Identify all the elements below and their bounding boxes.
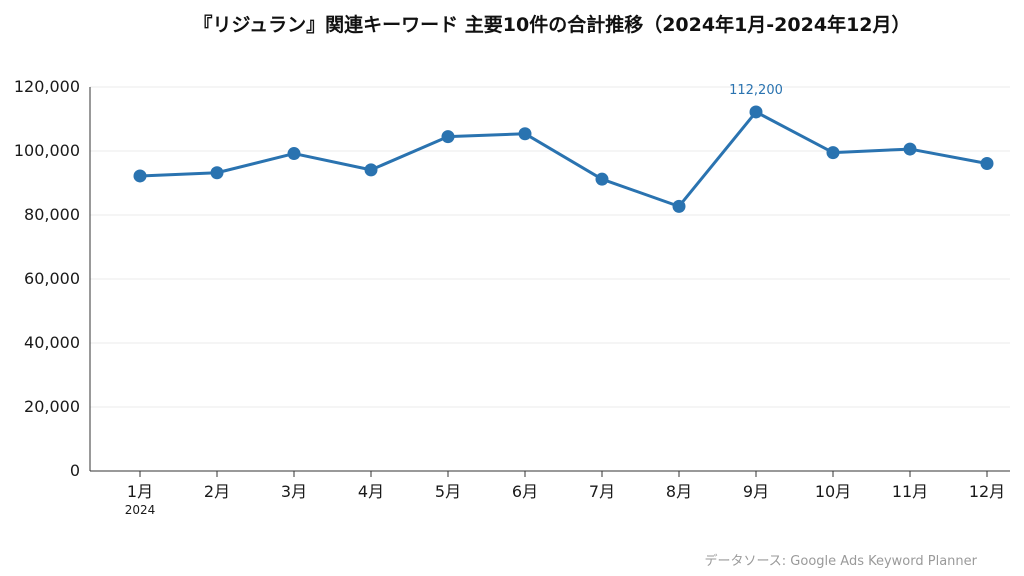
y-tick-label: 0 [70, 461, 80, 480]
x-tick-label: 8月 [666, 482, 692, 501]
data-point [133, 169, 147, 183]
data-point [749, 105, 763, 119]
x-tick-label: 6月 [512, 482, 538, 501]
data-label: 112,200 [729, 83, 783, 98]
data-point [287, 147, 301, 161]
y-tick-label: 120,000 [14, 77, 80, 96]
series-line [139, 110, 988, 208]
x-tick-label: 4月 [358, 482, 384, 501]
x-axis-year-label: 2024 [125, 503, 156, 517]
x-tick-label: 10月 [815, 482, 851, 501]
data-point [903, 142, 917, 156]
y-tick-label: 80,000 [24, 205, 80, 224]
y-tick-label: 20,000 [24, 397, 80, 416]
data-point [672, 199, 686, 213]
data-labels: 112,200 [729, 83, 783, 98]
data-point [980, 156, 994, 170]
data-point [518, 127, 532, 141]
series-total [133, 105, 994, 213]
data-point [826, 146, 840, 160]
x-tick-label: 3月 [281, 482, 307, 501]
x-tick-label: 11月 [892, 482, 928, 501]
x-axis-tick-labels: 1月 2月 3月 4月 5月 6月 7月 8月 9月 10月 11月 12月 2024 [125, 482, 1005, 517]
axes [89, 87, 1010, 477]
x-tick-label: 2月 [204, 482, 230, 501]
data-point [210, 166, 224, 180]
y-axis-tick-labels: 0 20,000 40,000 60,000 80,000 100,000 120,000 [14, 77, 80, 480]
x-tick-label: 9月 [743, 482, 769, 501]
y-tick-label: 100,000 [14, 141, 80, 160]
x-tick-label: 12月 [969, 482, 1005, 501]
data-point [364, 163, 378, 177]
data-source-note: データソース: Google Ads Keyword Planner [704, 553, 977, 569]
x-tick-label: 1月 [127, 482, 153, 501]
data-point [595, 172, 609, 186]
x-tick-label: 7月 [589, 482, 615, 501]
y-tick-label: 60,000 [24, 269, 80, 288]
data-point [441, 130, 455, 144]
y-tick-label: 40,000 [24, 333, 80, 352]
grid-lines [90, 86, 1010, 408]
chart-title: 『リジュラン』関連キーワード 主要10件の合計推移（2024年1月-2024年1… [193, 13, 910, 36]
x-tick-label: 5月 [435, 482, 461, 501]
